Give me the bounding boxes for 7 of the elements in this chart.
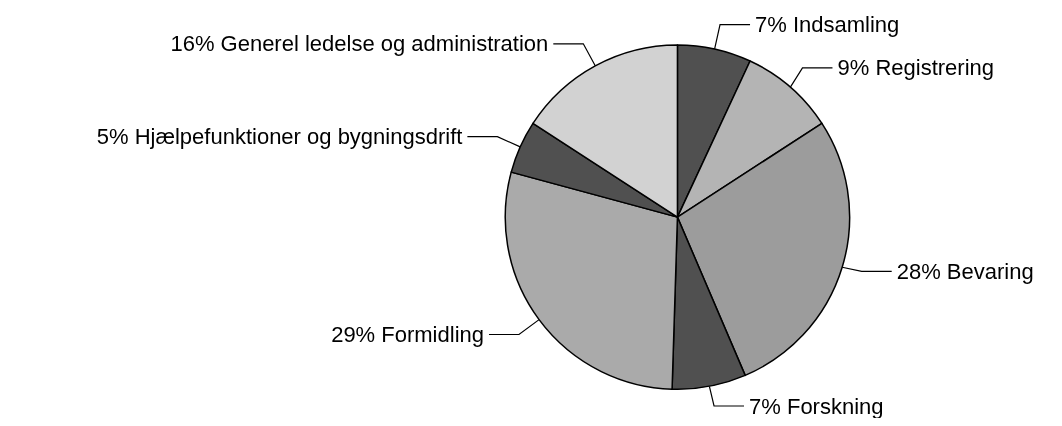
slice-label: 7% Forskning	[749, 393, 884, 419]
slice-label: 16% Generel ledelse og administration	[170, 31, 549, 57]
slice-label: 28% Bevaring	[896, 258, 1034, 284]
slice-label: 29% Formidling	[331, 321, 484, 347]
slice-label: 7% Indsamling	[755, 12, 900, 38]
slice-label: 5% Hjælpefunktioner og bygningsdrift	[96, 124, 463, 150]
slice-label: 9% Registrering	[837, 55, 994, 81]
